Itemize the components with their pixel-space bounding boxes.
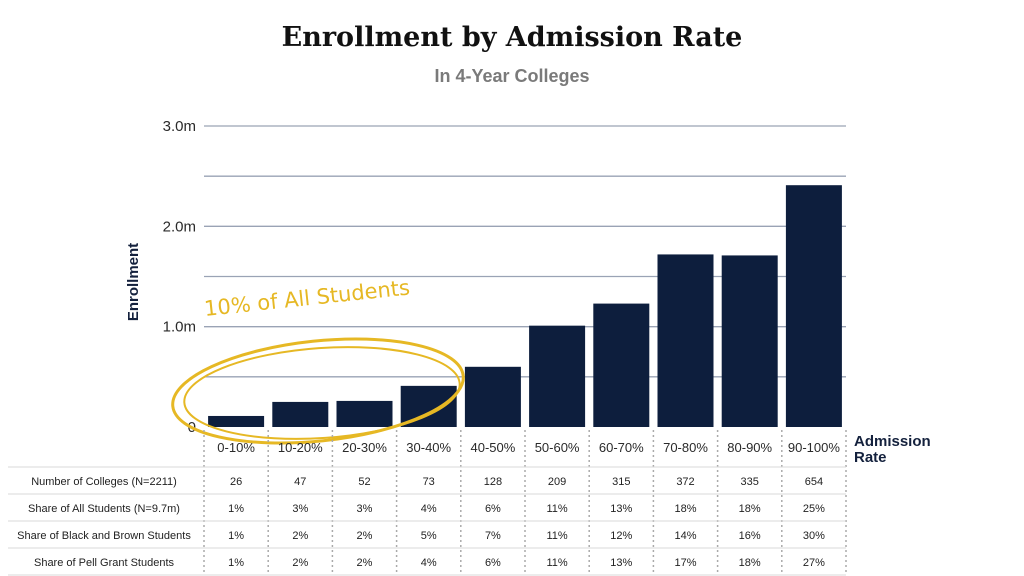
table-cell: 27% xyxy=(803,557,825,569)
table-row-label: Share of All Students (N=9.7m) xyxy=(28,503,180,515)
x-axis-title-line: Admission xyxy=(854,433,931,450)
table-row-label: Number of Colleges (N=2211) xyxy=(31,476,177,488)
table-cell: 3% xyxy=(292,503,308,515)
table-cell: 11% xyxy=(546,557,567,569)
y-tick-label: 2.0m xyxy=(163,218,196,235)
x-axis-category-labels: 0-10% 10-20% 20-30% 30-40% 40-50% 50-60% 60-70… xyxy=(217,440,840,455)
table-cell: 52 xyxy=(358,476,370,488)
y-tick-label: 1.0m xyxy=(163,319,196,336)
x-tick-label: 0-10% xyxy=(217,440,255,455)
table-cell: 13% xyxy=(610,503,632,515)
table-cell: 4% xyxy=(421,503,437,515)
table-cell: 128 xyxy=(484,476,502,488)
bar xyxy=(272,401,329,427)
table-cell: 11% xyxy=(546,530,567,542)
x-tick-label: 50-60% xyxy=(535,440,580,455)
bar xyxy=(657,254,714,427)
table-cell: 1% xyxy=(228,530,244,542)
x-tick-label: 10-20% xyxy=(278,440,323,455)
x-axis-title-line: Rate xyxy=(854,449,887,466)
x-tick-label: 40-50% xyxy=(470,440,515,455)
bar xyxy=(464,366,521,427)
table-cell: 6% xyxy=(485,557,501,569)
table-cell: 3% xyxy=(357,503,373,515)
x-tick-label: 60-70% xyxy=(599,440,644,455)
table-cell: 6% xyxy=(485,503,501,515)
y-tick-label: 3.0m xyxy=(163,118,196,135)
table-cell: 11% xyxy=(546,503,567,515)
table-cell: 16% xyxy=(739,530,761,542)
table-cell: 1% xyxy=(228,557,244,569)
table-cell: 209 xyxy=(548,476,566,488)
table-row-label: Share of Black and Brown Students xyxy=(17,530,191,542)
bar xyxy=(785,185,842,427)
x-tick-label: 30-40% xyxy=(406,440,451,455)
highlight-circle-stroke xyxy=(183,346,461,440)
x-tick-label: 80-90% xyxy=(727,440,772,455)
table-cell: 73 xyxy=(423,476,435,488)
table-cell: 1% xyxy=(228,503,244,515)
table-cell: 2% xyxy=(292,530,308,542)
table-row-label: Share of Pell Grant Students xyxy=(34,557,175,569)
table-cell: 2% xyxy=(357,557,373,569)
x-tick-label: 90-100% xyxy=(788,440,840,455)
annotation-text: 10% of All Students xyxy=(203,276,411,321)
chart-subtitle: In 4-Year Colleges xyxy=(434,66,590,86)
table-cell: 2% xyxy=(357,530,373,542)
table-cell: 18% xyxy=(739,557,761,569)
table-cell: 5% xyxy=(421,530,437,542)
chart-title: Enrollment by Admission Rate xyxy=(281,22,743,53)
y-axis-title: Enrollment xyxy=(125,243,142,321)
table-cell: 18% xyxy=(739,503,761,515)
table-cell: 18% xyxy=(674,503,696,515)
bar xyxy=(529,325,586,427)
table-cell: 12% xyxy=(610,530,632,542)
table-cell: 13% xyxy=(610,557,632,569)
table-cell: 4% xyxy=(421,557,437,569)
table-cell: 654 xyxy=(805,476,823,488)
bar xyxy=(208,415,265,427)
data-table: Number of Colleges (N=2211) 26 47 52 73 128 20… xyxy=(8,430,847,576)
table-cell: 30% xyxy=(803,530,825,542)
x-tick-label: 70-80% xyxy=(663,440,708,455)
table-cell: 335 xyxy=(741,476,759,488)
table-cell: 14% xyxy=(674,530,696,542)
bars xyxy=(208,185,842,427)
table-cell: 372 xyxy=(676,476,694,488)
annotation: 10% of All Students xyxy=(171,276,465,445)
x-axis-title: Admission Rate xyxy=(854,433,931,466)
table-cell: 315 xyxy=(612,476,630,488)
y-axis-ticks: 01.0m2.0m3.0m xyxy=(163,118,196,436)
bar xyxy=(336,400,393,427)
bar xyxy=(593,303,650,427)
highlight-circle xyxy=(171,337,465,445)
x-tick-label: 20-30% xyxy=(342,440,387,455)
table-cell: 17% xyxy=(674,557,696,569)
table-cell: 26 xyxy=(230,476,242,488)
table-cell: 47 xyxy=(294,476,306,488)
table-cell: 25% xyxy=(803,503,825,515)
bar xyxy=(721,255,778,427)
table-cell: 2% xyxy=(292,557,308,569)
table-cell: 7% xyxy=(485,530,501,542)
